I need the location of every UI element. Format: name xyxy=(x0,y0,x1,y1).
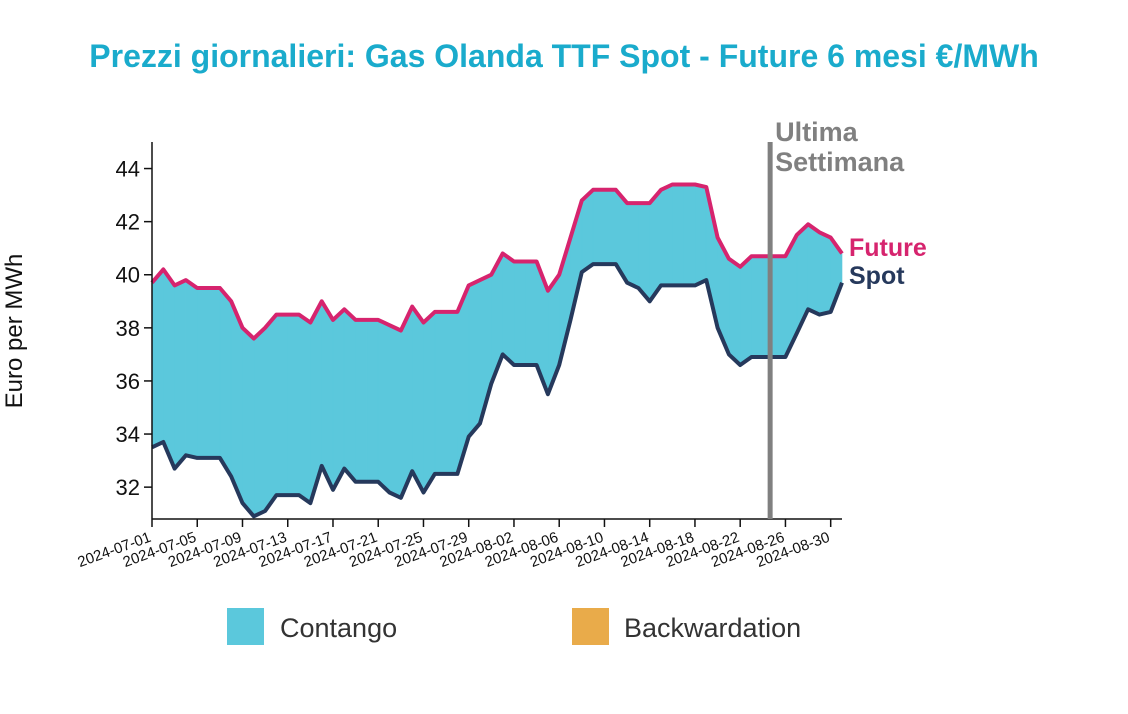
series-line-future xyxy=(150,182,844,341)
legend: Contango Backwardation xyxy=(227,608,801,645)
series-label-spot: Spot xyxy=(849,262,905,290)
spread-area-segment xyxy=(468,279,481,438)
spread-area-segment xyxy=(389,324,402,499)
spread-area-segment xyxy=(174,279,187,470)
legend-label-backwardation: Backwardation xyxy=(624,613,801,643)
spread-area-segment xyxy=(638,202,651,303)
spread-area-segment xyxy=(230,301,243,504)
spread-area-segment xyxy=(264,313,277,512)
y-tick-label: 40 xyxy=(116,263,140,288)
last-week-marker: Ultima Settimana xyxy=(767,117,905,519)
spread-area-segment xyxy=(513,261,526,366)
spread-area-segment xyxy=(739,255,752,366)
y-tick-label: 38 xyxy=(116,316,140,341)
y-ticks: 32 34 36 38 40 42 44 xyxy=(116,157,152,500)
spread-area-segment xyxy=(751,255,764,358)
spread-area-segment xyxy=(728,258,741,366)
spread-area-segment xyxy=(287,314,300,496)
spread-area-segment xyxy=(298,313,311,504)
y-tick-label: 36 xyxy=(116,369,140,394)
spread-area-segment xyxy=(660,184,673,286)
spread-area-segment xyxy=(411,305,424,493)
series-label-future: Future xyxy=(849,234,927,262)
spread-area-segment xyxy=(524,261,537,366)
marker-label-line2: Settimana xyxy=(775,147,905,177)
y-tick-label: 34 xyxy=(116,422,140,447)
series-line-layer xyxy=(150,182,844,519)
y-tick-label: 42 xyxy=(116,210,140,235)
spread-area-segment xyxy=(151,268,164,448)
chart-title: Prezzi giornalieri: Gas Olanda TTF Spot … xyxy=(89,38,1039,74)
marker-label-line1: Ultima xyxy=(775,117,859,147)
legend-swatch-backwardation xyxy=(572,608,609,645)
spread-area-segment xyxy=(355,319,368,483)
spread-area-segment xyxy=(321,300,334,490)
axes xyxy=(151,142,842,520)
spread-area-segment xyxy=(196,287,209,459)
spread-area-segment xyxy=(332,308,345,490)
spread-area-segment xyxy=(366,319,379,483)
spread-area-segment xyxy=(343,308,356,483)
spread-area-segment xyxy=(445,311,458,475)
spread-area-layer xyxy=(151,184,843,518)
series-line-spot xyxy=(151,262,844,519)
legend-swatch-contango xyxy=(227,608,264,645)
spread-area-segment xyxy=(253,327,266,517)
spread-area-segment xyxy=(377,319,390,494)
spread-area-segment xyxy=(208,287,221,459)
spread-area-segment xyxy=(502,252,515,366)
spread-area-segment xyxy=(694,184,707,286)
spread-area-segment xyxy=(683,184,696,286)
spread-area-segment xyxy=(423,311,436,494)
spread-area-segment xyxy=(819,231,831,315)
y-tick-label: 32 xyxy=(116,475,140,500)
spread-area-segment xyxy=(219,287,232,478)
legend-label-contango: Contango xyxy=(280,613,397,643)
spread-area-segment xyxy=(807,223,820,316)
spread-area-segment xyxy=(773,255,786,358)
spread-area-segment xyxy=(581,189,594,273)
x-ticks: 2024-07-012024-07-052024-07-092024-07-13… xyxy=(75,519,832,571)
spread-area-segment xyxy=(242,327,255,518)
spread-area-segment xyxy=(626,202,639,289)
y-tick-label: 44 xyxy=(116,157,140,182)
spread-area-segment xyxy=(163,268,175,469)
spread-area-segment xyxy=(434,311,447,475)
series-labels: Future Spot xyxy=(849,234,927,290)
spread-area-segment xyxy=(604,189,617,265)
y-axis-label: Euro per MWh xyxy=(1,254,28,409)
spread-area-segment xyxy=(400,306,413,498)
spread-area-segment xyxy=(672,184,684,286)
spread-area-segment xyxy=(185,279,198,459)
spread-area-segment xyxy=(592,189,605,265)
spread-area-segment xyxy=(276,314,289,496)
